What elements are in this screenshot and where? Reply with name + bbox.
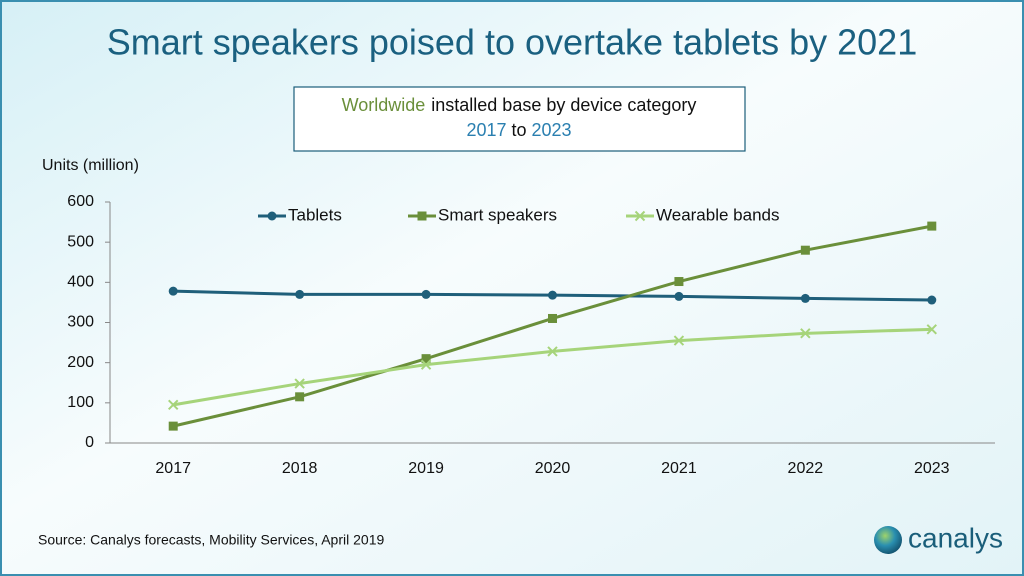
data-point: [800, 293, 810, 303]
x-tick-label: 2021: [661, 460, 697, 477]
y-tick-label: 400: [67, 274, 94, 291]
y-tick-label: 600: [67, 193, 94, 210]
data-point: [800, 328, 811, 339]
data-point: [673, 335, 685, 346]
data-point: [926, 324, 937, 335]
x-tick-label: 2019: [408, 460, 444, 477]
chart-title: Smart speakers poised to overtake tablet…: [107, 22, 917, 63]
data-point: [421, 289, 431, 299]
legend-label: Tablets: [288, 205, 342, 224]
subtitle-part: 2017: [466, 120, 506, 140]
data-point: [927, 295, 937, 305]
subtitle-box: [293, 86, 746, 152]
x-tick-label: 2022: [788, 460, 824, 477]
data-point: [800, 245, 810, 255]
data-point: [168, 421, 178, 431]
legend-marker: [634, 210, 646, 222]
subtitle: 2017 to 2023: [466, 120, 571, 140]
subtitle: Worldwide installed base by device catego…: [342, 95, 697, 115]
data-point: [548, 313, 557, 323]
data-point: [421, 354, 431, 364]
data-point: [547, 346, 558, 357]
subtitle-part: to: [511, 120, 526, 140]
data-point: [420, 359, 432, 370]
legend-marker: [267, 211, 277, 221]
data-point: [674, 291, 684, 301]
data-point: [294, 378, 305, 389]
y-tick-label: 300: [67, 314, 94, 331]
legend-label: Smart speakers: [438, 205, 557, 224]
legend-marker: [417, 211, 427, 221]
y-tick-label: 100: [67, 394, 94, 411]
y-tick-label: 0: [85, 434, 94, 451]
logo-icon: [874, 526, 902, 554]
y-axis-label: Units (million): [42, 157, 139, 174]
legend-label: Wearable bands: [656, 205, 780, 224]
data-point: [295, 289, 305, 299]
x-tick-label: 2018: [282, 460, 318, 477]
data-point: [168, 399, 179, 411]
subtitle-part: installed base by device category: [431, 95, 696, 115]
data-point: [295, 392, 305, 402]
y-tick-label: 500: [67, 233, 94, 250]
source: Source: Canalys forecasts, Mobility Serv…: [38, 532, 384, 548]
x-tick-label: 2017: [155, 460, 191, 477]
x-tick-label: 2023: [914, 460, 950, 477]
y-tick-label: 200: [67, 354, 94, 371]
data-point: [168, 286, 178, 296]
x-tick-label: 2020: [535, 460, 571, 477]
subtitle-part: Worldwide: [342, 95, 426, 115]
data-point: [674, 277, 684, 287]
data-point: [548, 290, 557, 300]
logo: canalys: [908, 522, 1003, 553]
data-point: [927, 221, 937, 231]
subtitle-part: 2023: [532, 120, 572, 140]
